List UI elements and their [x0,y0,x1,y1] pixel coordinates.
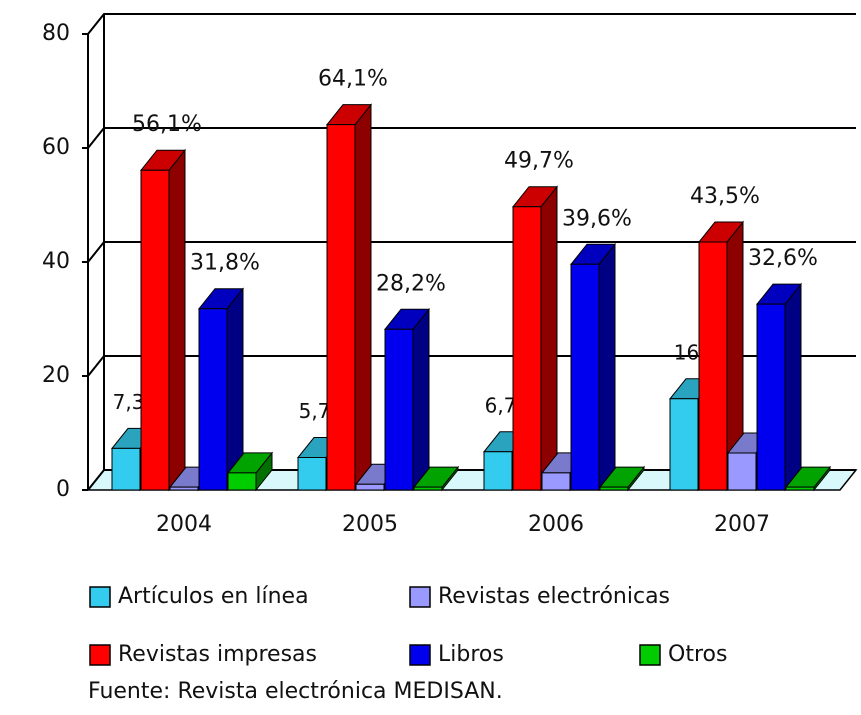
legend-swatch [409,586,431,608]
legend-label: Libros [438,642,504,667]
x-tick-label: 2007 [714,512,770,537]
bar [197,287,245,492]
bar-face [354,103,372,492]
x-tick-label: 2004 [156,512,212,537]
bar [598,465,646,492]
bar-face [598,242,616,492]
bar-face [169,486,199,491]
grid-line [87,13,856,35]
bar-face [168,148,186,492]
bar [784,465,832,492]
y-tick-label: 40 [42,249,70,274]
bar-face [570,263,600,491]
bar-face [541,472,571,491]
legend-swatch [409,644,431,666]
legend-swatch [89,644,111,666]
value-label: 31,8% [190,251,260,276]
bar [325,103,373,492]
bar-face [669,398,699,491]
y-tick-label: 0 [56,477,70,502]
legend-label: Revistas electrónicas [438,584,670,609]
x-tick-label: 2005 [342,512,398,537]
value-label: 32,6% [748,246,818,271]
bar [412,465,460,492]
bar [226,451,274,492]
bar-face [540,185,558,492]
bar [139,148,187,492]
bar [569,242,617,492]
bar-face [784,282,802,492]
x-tick-label: 2006 [528,512,584,537]
legend-label: Artículos en línea [118,584,309,609]
legend-swatch [89,586,111,608]
bar [755,282,803,492]
bar-face [384,328,414,491]
value-label: 39,6% [562,206,632,231]
bar [511,185,559,492]
value-label: 43,5% [690,184,760,209]
value-label: 64,1% [318,67,388,92]
y-tick-label: 20 [42,363,70,388]
source-note: Fuente: Revista electrónica MEDISAN. [88,679,503,704]
bar-face [698,241,728,491]
bar-face [198,308,228,491]
legend-label: Otros [668,642,727,667]
bar-face [227,472,257,491]
bar-face [483,451,513,491]
y-tick-label: 60 [42,135,70,160]
bar-face [111,447,141,491]
bar-face [413,486,443,491]
value-label: 49,7% [504,149,574,174]
bar-face [355,483,385,491]
bar-face [785,486,815,491]
grid-line [87,127,856,149]
value-label: 56,1% [132,112,202,137]
bar-face [326,124,356,491]
bar-face [140,169,170,491]
bar-face [297,457,327,491]
y-tick-label: 80 [42,21,70,46]
bar-face [727,452,757,491]
value-label: 28,2% [376,271,446,296]
bar [697,220,745,492]
bar-face [512,206,542,491]
bar-face [599,486,629,491]
legend-swatch [639,644,661,666]
bar-face [412,307,430,492]
legend-label: Revistas impresas [118,642,317,667]
bar [383,307,431,492]
bar-face [756,303,786,491]
